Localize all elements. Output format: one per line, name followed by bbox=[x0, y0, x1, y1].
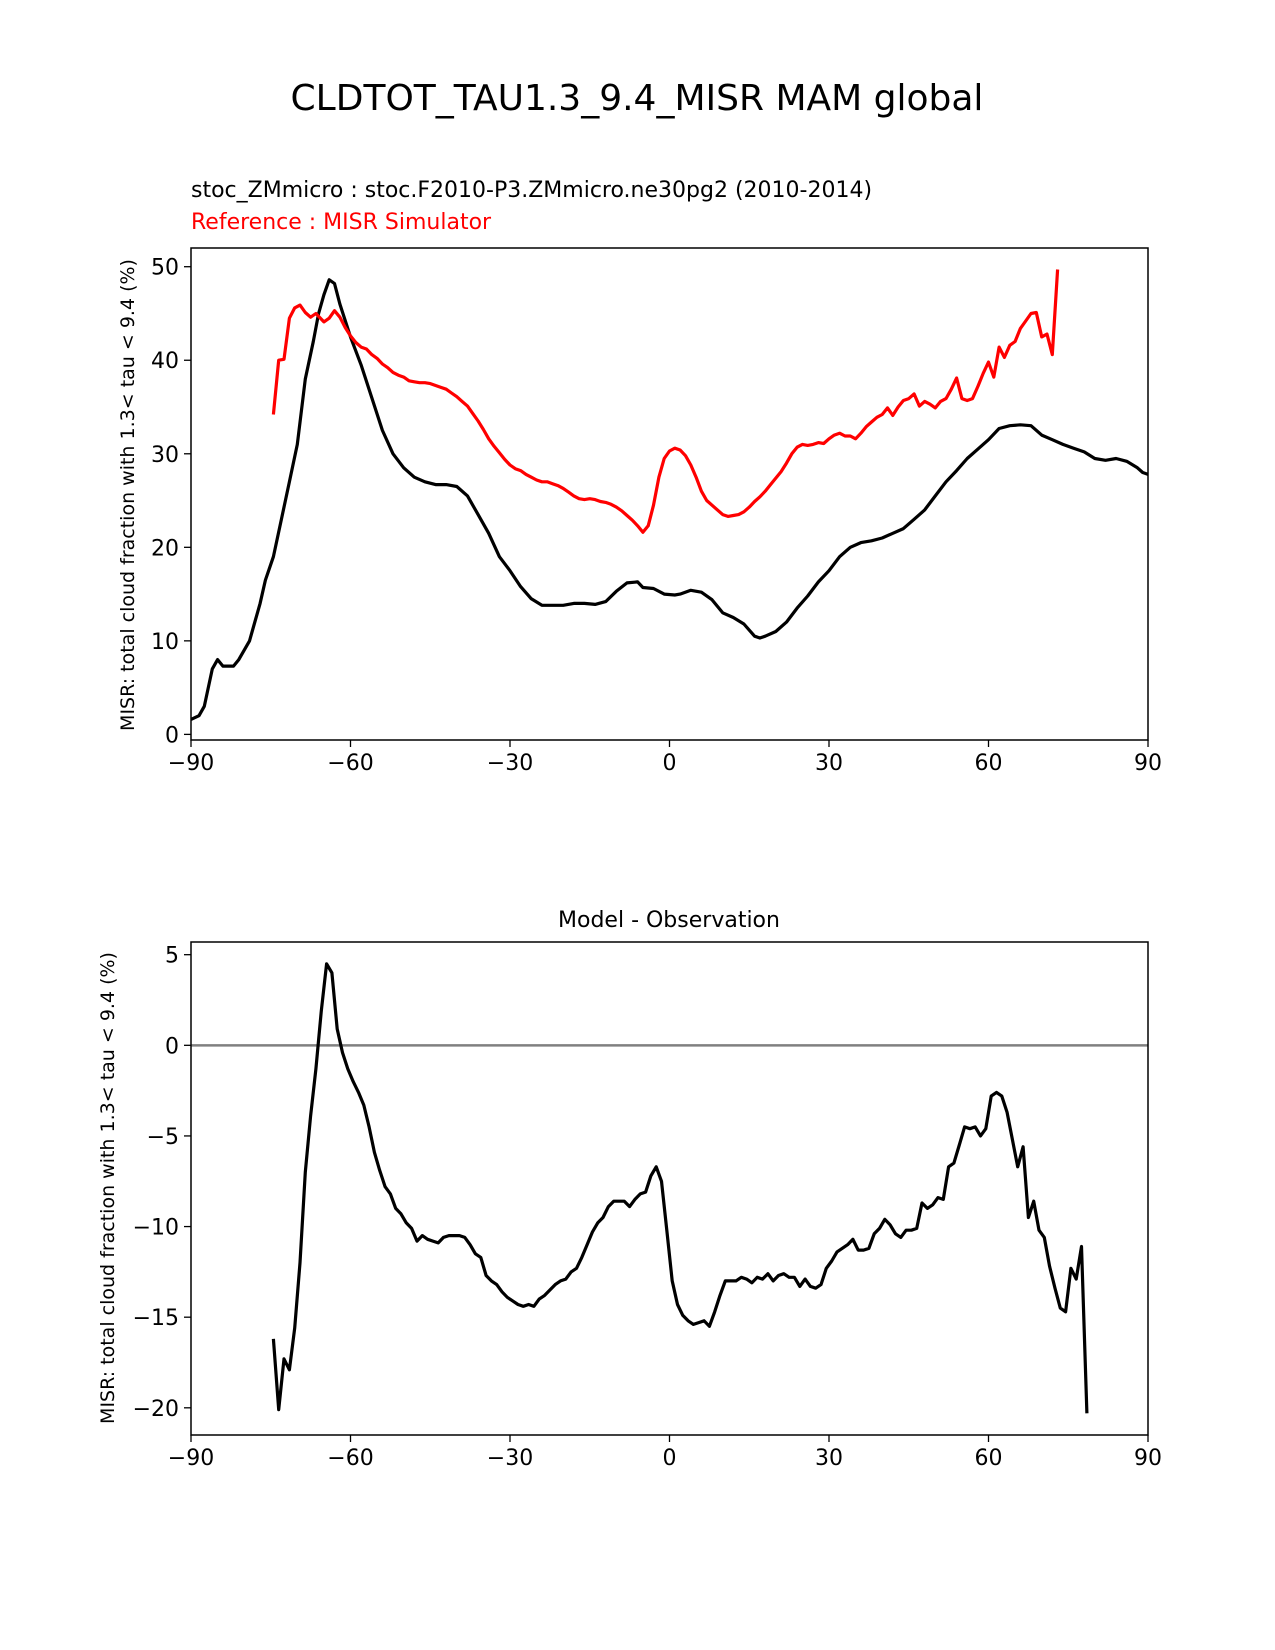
top-xtick-label: −60 bbox=[327, 751, 373, 776]
panel-bottom-title: Model - Observation bbox=[558, 908, 780, 933]
top-xtick-label: 90 bbox=[1134, 751, 1162, 776]
bottom-xtick-label: −90 bbox=[168, 1446, 214, 1471]
top-xtick-label: −30 bbox=[487, 751, 533, 776]
bottom-series-line bbox=[271, 962, 1089, 1414]
top-ytick-label: 20 bbox=[151, 536, 179, 561]
bottom-xtick-label: −60 bbox=[327, 1446, 373, 1471]
bottom-ytick-label: 0 bbox=[165, 1034, 179, 1059]
top-xtick-label: −90 bbox=[168, 751, 214, 776]
top-ytick-label: 10 bbox=[151, 630, 179, 655]
top-xtick-label: 60 bbox=[975, 751, 1003, 776]
bottom-xtick-label: −30 bbox=[487, 1446, 533, 1471]
top-ytick-label: 50 bbox=[151, 256, 179, 281]
figure-suptitle: CLDTOT_TAU1.3_9.4_MISR MAM global bbox=[291, 78, 984, 119]
top-ytick-label: 30 bbox=[151, 443, 179, 468]
panel-top: stoc_ZMmicro : stoc.F2010-P3.ZMmicro.ne3… bbox=[117, 178, 1162, 776]
bottom-ytick-label: −15 bbox=[133, 1306, 179, 1331]
top-ytick-label: 40 bbox=[151, 349, 179, 374]
bottom-xtick-label: 60 bbox=[975, 1446, 1003, 1471]
panel-top-title-test: stoc_ZMmicro : stoc.F2010-P3.ZMmicro.ne3… bbox=[191, 178, 872, 203]
panel-bottom-ylabel: MISR: total cloud fraction with 1.3< tau… bbox=[97, 952, 119, 1424]
bottom-xtick-label: 0 bbox=[663, 1446, 677, 1471]
top-series-line bbox=[271, 269, 1060, 534]
bottom-xtick-label: 90 bbox=[1134, 1446, 1162, 1471]
panel-bottom-plot-area: −90 −60 −30 0 30 60 90 5 0 −5 −10 −15 −20 bbox=[133, 944, 1162, 1471]
bottom-ytick-label: −5 bbox=[147, 1125, 179, 1150]
panel-top-ylabel: MISR: total cloud fraction with 1.3< tau… bbox=[117, 259, 139, 731]
panel-bottom: Model - Observation MISR: total cloud fr… bbox=[97, 908, 1162, 1471]
top-xtick-label: 30 bbox=[815, 751, 843, 776]
top-ytick-label: 0 bbox=[165, 723, 179, 748]
top-xtick-label: 0 bbox=[663, 751, 677, 776]
panel-top-frame bbox=[190, 247, 1149, 741]
bottom-xtick-label: 30 bbox=[815, 1446, 843, 1471]
top-series-line bbox=[190, 278, 1149, 721]
panel-top-plot-area: −90 −60 −30 0 30 60 90 0 10 20 30 40 50 bbox=[151, 256, 1162, 776]
panel-top-title-reference: Reference : MISR Simulator bbox=[191, 210, 492, 235]
panel-bottom-frame bbox=[190, 941, 1149, 1436]
bottom-ytick-label: −20 bbox=[133, 1397, 179, 1422]
bottom-ytick-label: 5 bbox=[165, 944, 179, 969]
bottom-ytick-label: −10 bbox=[133, 1216, 179, 1241]
